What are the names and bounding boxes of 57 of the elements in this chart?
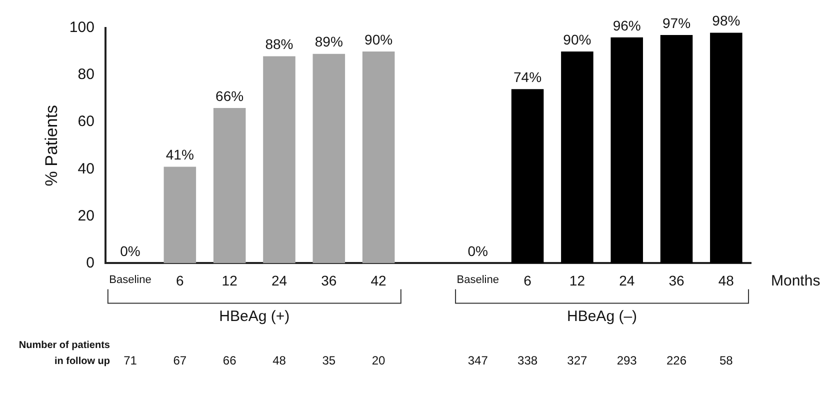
y-tick-label: 0 (86, 254, 94, 272)
x-tick-label: 6 (176, 272, 184, 288)
bar (660, 35, 693, 264)
text: 67 (173, 354, 187, 368)
y-axis-title: % Patients (42, 104, 61, 186)
text: 293 (616, 354, 638, 368)
x-tick-label: 12 (222, 272, 238, 288)
bar (164, 166, 196, 264)
x-axis-title: Months (771, 272, 820, 290)
bar (610, 37, 643, 264)
bar (213, 108, 246, 264)
text: 58 (719, 354, 734, 368)
y-tick-label: 80 (78, 66, 94, 84)
data-label: 74% (514, 69, 542, 86)
x-tick-label: 24 (619, 272, 635, 288)
bar (561, 52, 594, 264)
text: 347 (468, 354, 488, 368)
bar (511, 89, 544, 264)
data-label: 90% (563, 31, 592, 48)
bar (263, 56, 296, 264)
data-label: 96% (612, 17, 641, 34)
bar (710, 32, 742, 264)
x-tick-label: 12 (569, 272, 586, 288)
text: 327 (567, 354, 588, 368)
x-tick-label: 48 (718, 272, 734, 288)
text: 71 (124, 354, 138, 368)
bar (312, 54, 346, 264)
text: 338 (518, 354, 538, 368)
x-tick-label: 6 (524, 272, 532, 288)
text: HBeAg (–) (567, 308, 638, 325)
text: 35 (322, 354, 336, 368)
y-tick-label: 100 (69, 19, 94, 36)
y-tick-label: 60 (78, 113, 94, 130)
data-label: 66% (216, 88, 244, 104)
x-tick-label: 36 (321, 272, 337, 288)
x-tick-label: 36 (668, 272, 685, 288)
text: 20 (372, 354, 386, 368)
data-label: 41% (166, 146, 194, 163)
data-label: 98% (712, 12, 740, 29)
x-tick-label: Baseline (456, 274, 499, 286)
text: 48 (272, 354, 286, 368)
text: HBeAg (+) (219, 308, 290, 325)
text: 226 (666, 354, 687, 368)
x-tick-label: 24 (271, 272, 288, 288)
text: 66 (222, 354, 237, 368)
y-tick-label: 20 (78, 207, 94, 224)
text: Number of patients in follow up (18, 340, 110, 367)
y-tick-label: 40 (78, 160, 94, 178)
data-label: 97% (662, 14, 691, 31)
x-tick-label: Baseline (109, 274, 152, 286)
x-tick-label: 42 (370, 272, 387, 288)
data-label: 89% (314, 34, 343, 50)
data-label: 0% (468, 243, 488, 260)
data-label: 88% (265, 36, 294, 52)
data-label: 90% (364, 31, 393, 48)
bar (362, 52, 395, 264)
data-label: 0% (120, 243, 140, 260)
